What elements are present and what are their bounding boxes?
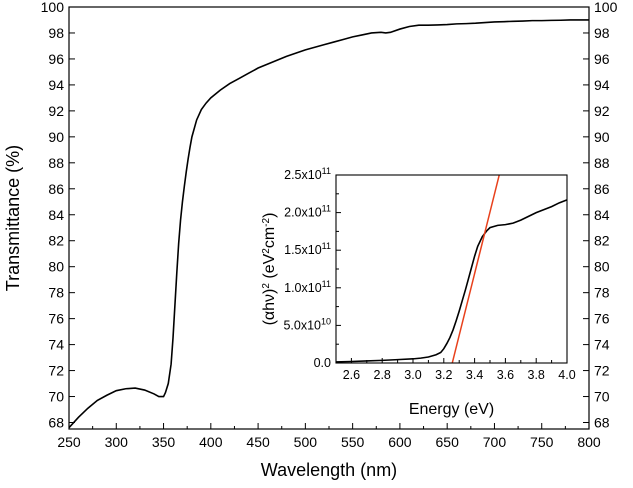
inset-x-tick-label: 3.8 xyxy=(528,368,545,382)
inset-ylabel-end: ) xyxy=(261,213,278,218)
y-tick-label-left: 74 xyxy=(48,337,64,353)
inset-y-axis-title: (αhν)2 (eV2cm-2) xyxy=(261,213,279,326)
x-tick-label: 550 xyxy=(341,434,365,450)
inset-x-tick-label: 3.4 xyxy=(466,368,483,382)
main-ticks xyxy=(68,6,590,429)
inset-plot: 2.6 2.8 3.0 3.2 3.4 3.6 3.8 4.0 0.0 5.0x1010 1.0x1… xyxy=(261,166,576,418)
y-tick-label-left: 90 xyxy=(48,129,64,145)
inset-ylabel-base: (αhν) xyxy=(261,289,278,326)
x-tick-label: 800 xyxy=(577,434,601,450)
x-tick-label: 750 xyxy=(530,434,554,450)
y-tick-label-right: 68 xyxy=(594,415,610,431)
y-tick-label-right: 72 xyxy=(594,363,610,379)
inset-ylabel-sup2: 2 xyxy=(261,248,272,254)
y-tick-label-right: 94 xyxy=(594,77,610,93)
inset-x-tick-label: 3.6 xyxy=(497,368,514,382)
x-tick-label: 450 xyxy=(246,434,270,450)
x-tick-label: 400 xyxy=(199,434,223,450)
x-axis-title: Wavelength (nm) xyxy=(261,460,397,480)
x-tick-label: 650 xyxy=(436,434,460,450)
inset-ylabel-sup1: 2 xyxy=(261,283,272,289)
y-tick-label-right: 74 xyxy=(594,337,610,353)
y-tick-label-left: 82 xyxy=(48,233,64,249)
y-tick-label-left: 86 xyxy=(48,181,64,197)
y-axis-title: Transmittance (%) xyxy=(3,145,23,291)
y-tick-label-right: 86 xyxy=(594,181,610,197)
inset-ylabel-sup3: -2 xyxy=(261,217,272,226)
y-tick-label-left: 68 xyxy=(48,415,64,431)
y-tick-label-right: 90 xyxy=(594,129,610,145)
inset-y-tick-label: 0.0 xyxy=(314,356,331,370)
y-tick-label-left: 80 xyxy=(48,259,64,275)
y-tick-label-right: 92 xyxy=(594,103,610,119)
inset-x-tick-label: 2.8 xyxy=(374,368,391,382)
y-tick-label-left: 88 xyxy=(48,155,64,171)
inset-y-tick-label: 1.5x1011 xyxy=(284,241,331,257)
main-tick-labels: 250 300 350 400 450 500 550 600 650 700 750 800 68 68… xyxy=(41,0,618,450)
inset-x-tick-label: 4.0 xyxy=(558,368,575,382)
x-tick-label: 600 xyxy=(388,434,412,450)
transmittance-curve xyxy=(68,19,589,429)
x-tick-label: 250 xyxy=(57,434,81,450)
y-tick-label-left: 98 xyxy=(48,25,64,41)
y-tick-label-right: 82 xyxy=(594,233,610,249)
x-tick-label: 300 xyxy=(105,434,129,450)
x-tick-label: 350 xyxy=(152,434,176,450)
y-tick-label-right: 96 xyxy=(594,51,610,67)
y-tick-label-right: 98 xyxy=(594,25,610,41)
y-tick-label-left: 96 xyxy=(48,51,64,67)
y-tick-label-left: 100 xyxy=(41,0,65,15)
inset-x-tick-label: 3.0 xyxy=(404,368,421,382)
inset-x-axis-title: Energy (eV) xyxy=(409,401,494,418)
inset-plot-frame xyxy=(335,174,568,364)
tauc-curve xyxy=(335,199,568,363)
y-tick-label-right: 100 xyxy=(594,0,618,15)
inset-y-tick-label: 2.5x1011 xyxy=(284,166,331,182)
y-tick-label-right: 84 xyxy=(594,207,610,223)
y-tick-label-right: 70 xyxy=(594,389,610,405)
inset-x-tick-label: 2.6 xyxy=(343,368,360,382)
inset-y-tick-label: 5.0x1010 xyxy=(283,316,331,332)
inset-ylabel-unit: cm xyxy=(261,227,278,248)
tauc-linear-fit xyxy=(451,174,500,364)
y-tick-label-right: 76 xyxy=(594,311,610,327)
main-plot: 250 300 350 400 450 500 550 600 650 700 750 800 68 68… xyxy=(3,0,618,480)
inset-tick-labels: 2.6 2.8 3.0 3.2 3.4 3.6 3.8 4.0 0.0 5.0x1010 1.0x1… xyxy=(283,166,575,382)
y-tick-label-left: 70 xyxy=(48,389,64,405)
inset-y-tick-label: 2.0x1011 xyxy=(284,204,331,220)
y-tick-label-left: 94 xyxy=(48,77,64,93)
y-tick-label-left: 84 xyxy=(48,207,64,223)
y-tick-label-right: 80 xyxy=(594,259,610,275)
y-tick-label-right: 88 xyxy=(594,155,610,171)
x-tick-label: 500 xyxy=(294,434,318,450)
inset-y-tick-label: 1.0x1011 xyxy=(284,279,331,295)
inset-x-tick-label: 3.2 xyxy=(435,368,452,382)
inset-ylabel-mid: (eV xyxy=(261,253,278,283)
y-tick-label-right: 78 xyxy=(594,285,610,301)
y-tick-label-left: 92 xyxy=(48,103,64,119)
x-tick-label: 700 xyxy=(483,434,507,450)
y-tick-label-left: 76 xyxy=(48,311,64,327)
y-tick-label-left: 72 xyxy=(48,363,64,379)
y-tick-label-left: 78 xyxy=(48,285,64,301)
